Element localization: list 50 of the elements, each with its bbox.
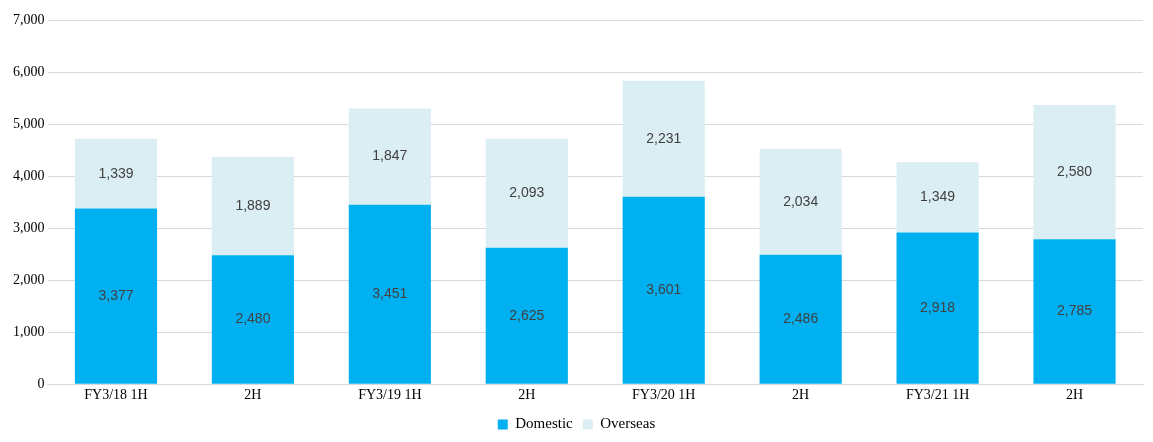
bar (759, 254, 842, 384)
bar (211, 156, 294, 256)
y-tick-label: 2,000 (13, 271, 45, 287)
bar (348, 108, 431, 205)
y-tick-label: 1,000 (13, 323, 45, 339)
data-label: 1,349 (920, 188, 956, 205)
y-tick-label: 4,000 (13, 167, 45, 183)
bar (1033, 105, 1116, 240)
data-label: 1,847 (372, 147, 408, 164)
y-tick-label: 3,000 (13, 219, 45, 235)
data-label: 3,377 (98, 286, 134, 303)
data-label: 2,785 (1057, 302, 1093, 319)
data-label: 3,451 (372, 285, 408, 302)
bar (759, 149, 842, 255)
y-tick-label: 5,000 (13, 115, 45, 131)
data-label: 2,231 (646, 129, 682, 146)
data-label: 2,486 (783, 310, 819, 327)
data-label: 2,580 (1057, 163, 1093, 180)
data-label: 3,601 (646, 281, 682, 298)
y-tick-label: 6,000 (13, 63, 45, 79)
data-label: 2,093 (509, 184, 545, 201)
bar (896, 232, 979, 384)
bar (348, 204, 431, 384)
x-tick-label: 2H (792, 387, 810, 403)
data-label: 1,889 (235, 196, 271, 213)
bar (622, 196, 705, 384)
x-tick-label: FY3/19 1H (358, 387, 422, 403)
y-tick-label: 0 (37, 375, 45, 391)
y-tick-label: 7,000 (13, 11, 45, 27)
legend-label: Overseas (600, 415, 656, 432)
bar (74, 138, 158, 209)
bar (211, 255, 294, 384)
bar (896, 162, 979, 233)
data-label: 2,625 (509, 306, 545, 323)
bar (1033, 239, 1116, 384)
bar (74, 208, 158, 384)
x-tick-label: 2H (244, 387, 262, 403)
x-tick-label: 2H (1065, 387, 1084, 403)
data-label: 2,034 (783, 192, 819, 209)
x-tick-label: FY3/20 1H (632, 387, 696, 403)
bar (485, 138, 568, 248)
bar (622, 80, 705, 197)
x-tick-label: FY3/21 1H (905, 387, 970, 403)
legend-label: Domestic (515, 415, 574, 432)
data-label: 2,918 (920, 298, 956, 315)
x-tick-label: 2H (518, 387, 536, 403)
data-label: 1,339 (98, 164, 134, 181)
bar (485, 247, 568, 384)
data-label: 2,480 (235, 310, 271, 327)
x-tick-label: FY3/18 1H (84, 387, 148, 403)
